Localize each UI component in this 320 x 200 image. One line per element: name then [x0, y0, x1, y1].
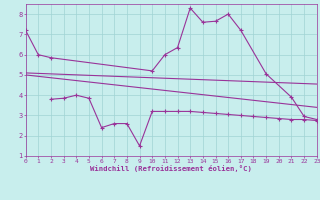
- X-axis label: Windchill (Refroidissement éolien,°C): Windchill (Refroidissement éolien,°C): [90, 165, 252, 172]
